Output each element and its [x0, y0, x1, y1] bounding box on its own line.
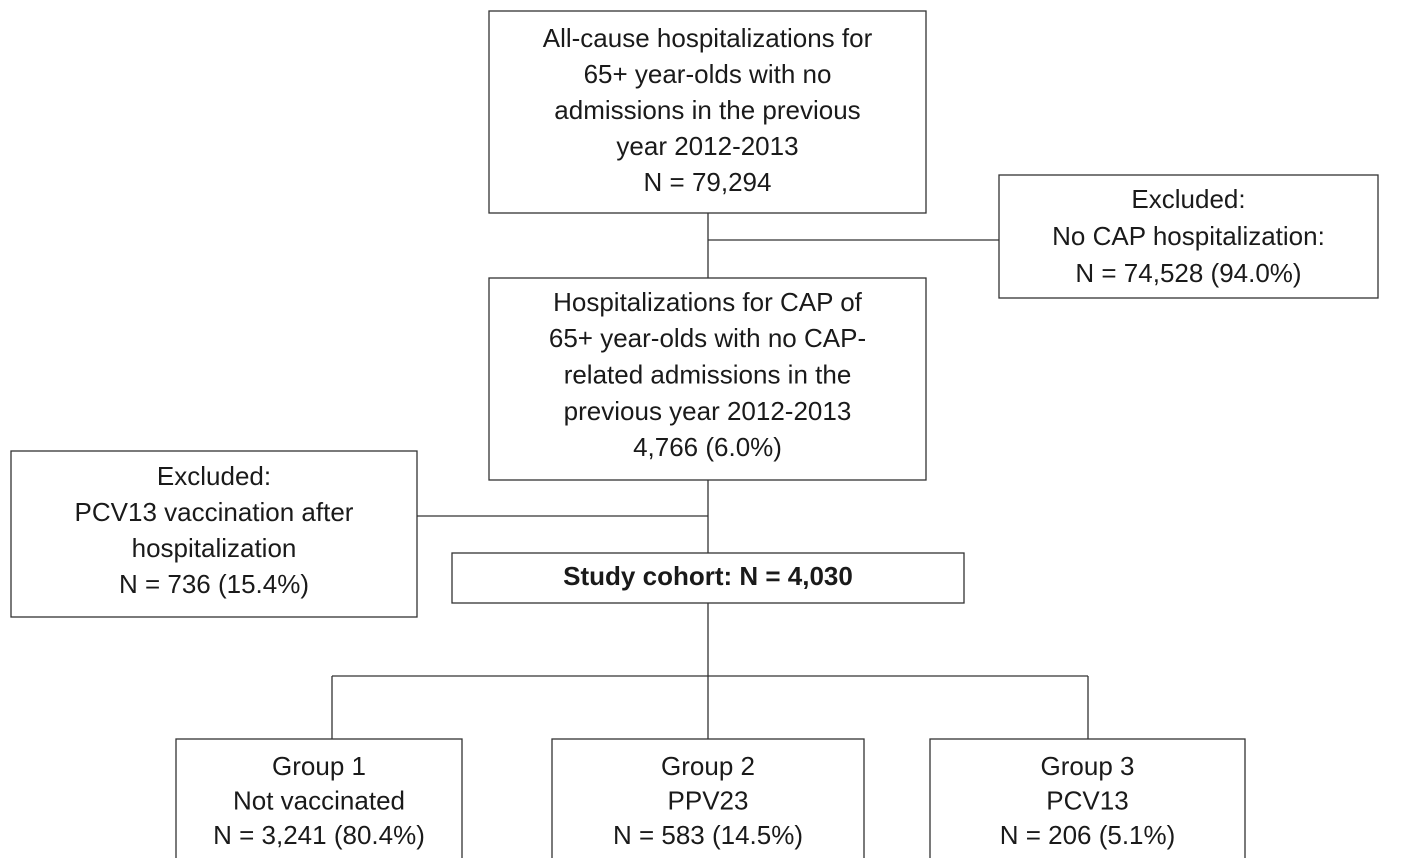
box-text: PPV23	[668, 785, 749, 815]
box	[10, 450, 418, 618]
box	[451, 552, 965, 604]
boxes: All-cause hospitalizations for 65+ year-o…	[10, 10, 1379, 858]
box-text: admissions in the previous	[554, 95, 860, 125]
box-text: All-cause hospitalizations for	[543, 23, 873, 53]
box-text: N = 736 (15.4%)	[119, 569, 309, 599]
connectors	[331, 213, 1089, 739]
box	[488, 10, 927, 214]
box-text: PCV13 vaccination after	[75, 497, 354, 527]
box	[488, 277, 927, 481]
box-text: N = 583 (14.5%)	[613, 820, 803, 850]
box-text: related admissions in the	[564, 359, 852, 389]
box-text: No CAP hospitalization:	[1052, 221, 1325, 251]
box-text: Group 3	[1041, 751, 1135, 781]
box-text: Study cohort: N = 4,030	[563, 561, 853, 591]
box	[929, 738, 1246, 858]
box-text: Group 1	[272, 751, 366, 781]
box-text: N = 74,528 (94.0%)	[1075, 258, 1301, 288]
box-text: 65+ year-olds with no	[584, 59, 832, 89]
box	[175, 738, 463, 858]
box-text: Excluded:	[157, 461, 271, 491]
box-text: previous year 2012-2013	[564, 396, 852, 426]
box-text: 4,766 (6.0%)	[633, 432, 782, 462]
box	[551, 738, 865, 858]
box-text: N = 79,294	[644, 167, 772, 197]
box-text: N = 206 (5.1%)	[1000, 820, 1176, 850]
box-text: PCV13	[1046, 785, 1128, 815]
box-text: Hospitalizations for CAP of	[553, 287, 863, 317]
box-text: year 2012-2013	[616, 131, 798, 161]
box-text: hospitalization	[132, 533, 297, 563]
box-text: 65+ year-olds with no CAP-	[549, 323, 866, 353]
box-text: N = 3,241 (80.4%)	[213, 820, 425, 850]
box-text: Not vaccinated	[233, 785, 405, 815]
box	[998, 174, 1379, 299]
box-text: Excluded:	[1131, 184, 1245, 214]
box-text: Group 2	[661, 751, 755, 781]
